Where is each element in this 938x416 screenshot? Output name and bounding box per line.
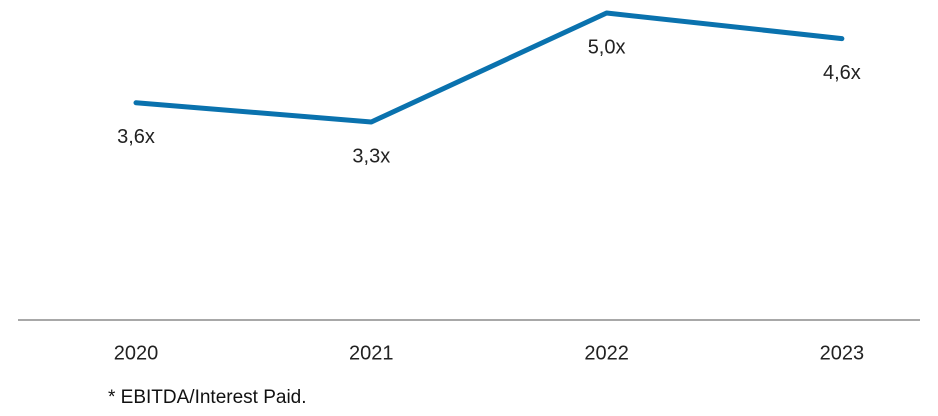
x-tick-label: 2020 (114, 342, 159, 364)
footnote: * EBITDA/Interest Paid. (108, 387, 307, 408)
x-tick-label: 2022 (584, 342, 629, 364)
data-label: 5,0x (588, 36, 626, 58)
data-label: 3,6x (117, 126, 155, 148)
data-label: 3,3x (352, 145, 390, 167)
line (133, 10, 845, 125)
x-tick-label: 2023 (820, 342, 865, 364)
data-label: 4,6x (823, 62, 861, 84)
x-tick-label: 2021 (349, 342, 394, 364)
